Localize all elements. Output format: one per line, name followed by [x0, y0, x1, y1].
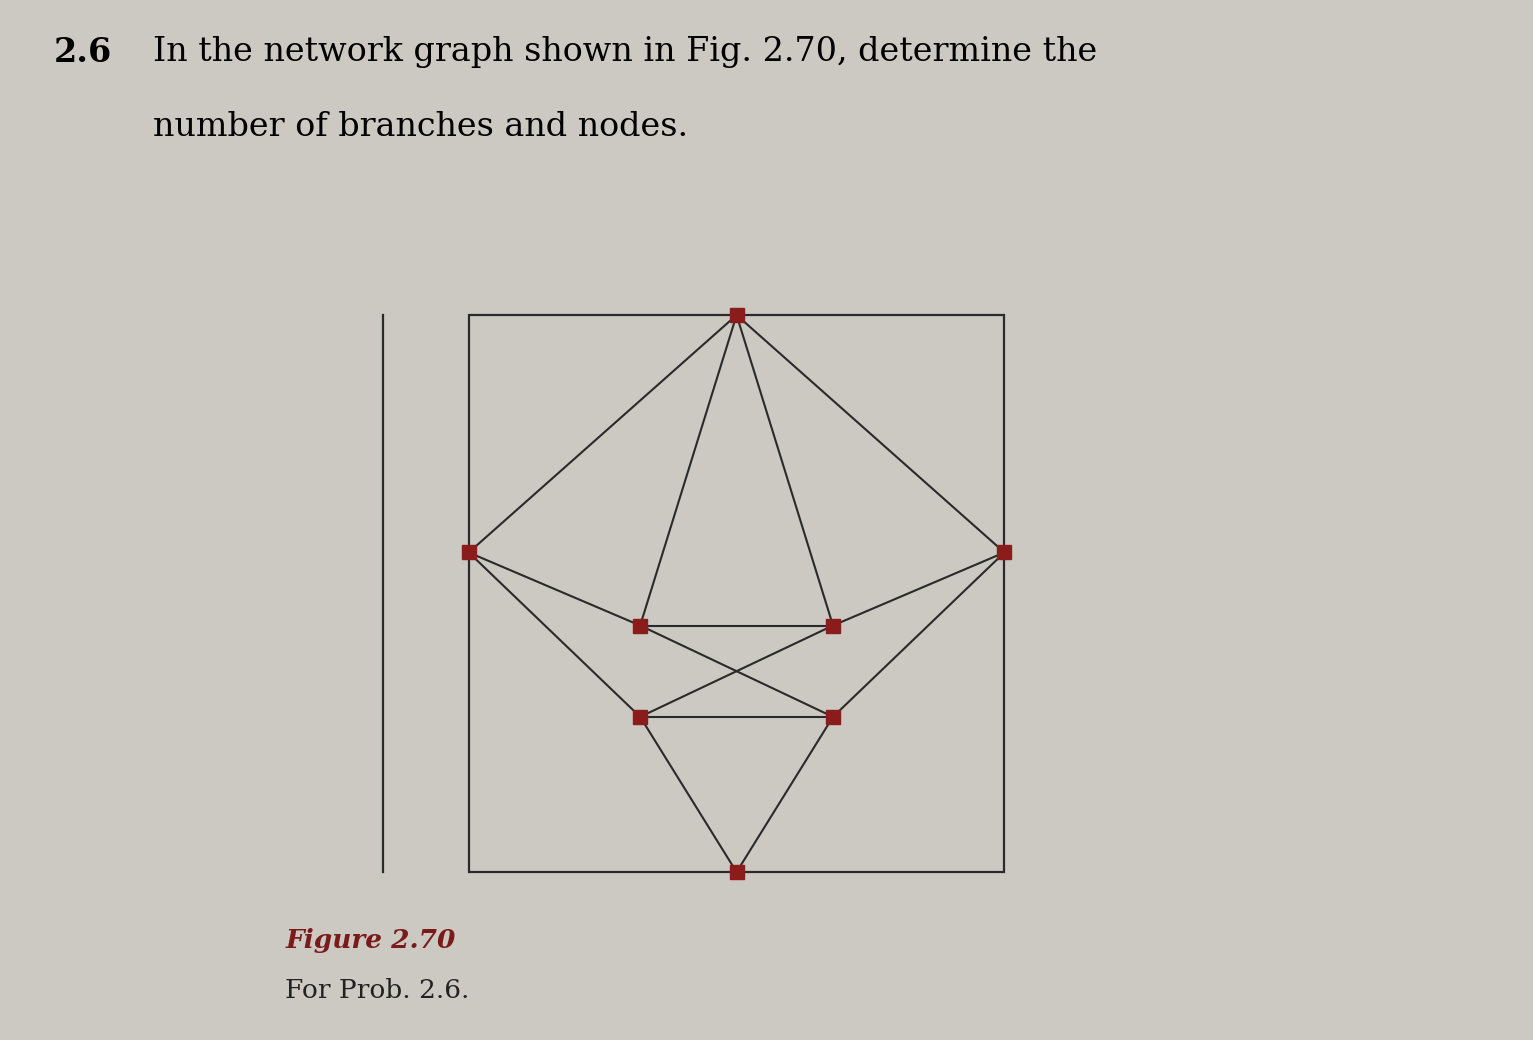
Bar: [469, 315, 1004, 873]
Text: For Prob. 2.6.: For Prob. 2.6.: [285, 978, 469, 1003]
Text: 2.6: 2.6: [54, 36, 112, 70]
Text: number of branches and nodes.: number of branches and nodes.: [153, 111, 688, 144]
Text: Figure 2.70: Figure 2.70: [285, 928, 455, 953]
Text: In the network graph shown in Fig. 2.70, determine the: In the network graph shown in Fig. 2.70,…: [153, 36, 1098, 69]
